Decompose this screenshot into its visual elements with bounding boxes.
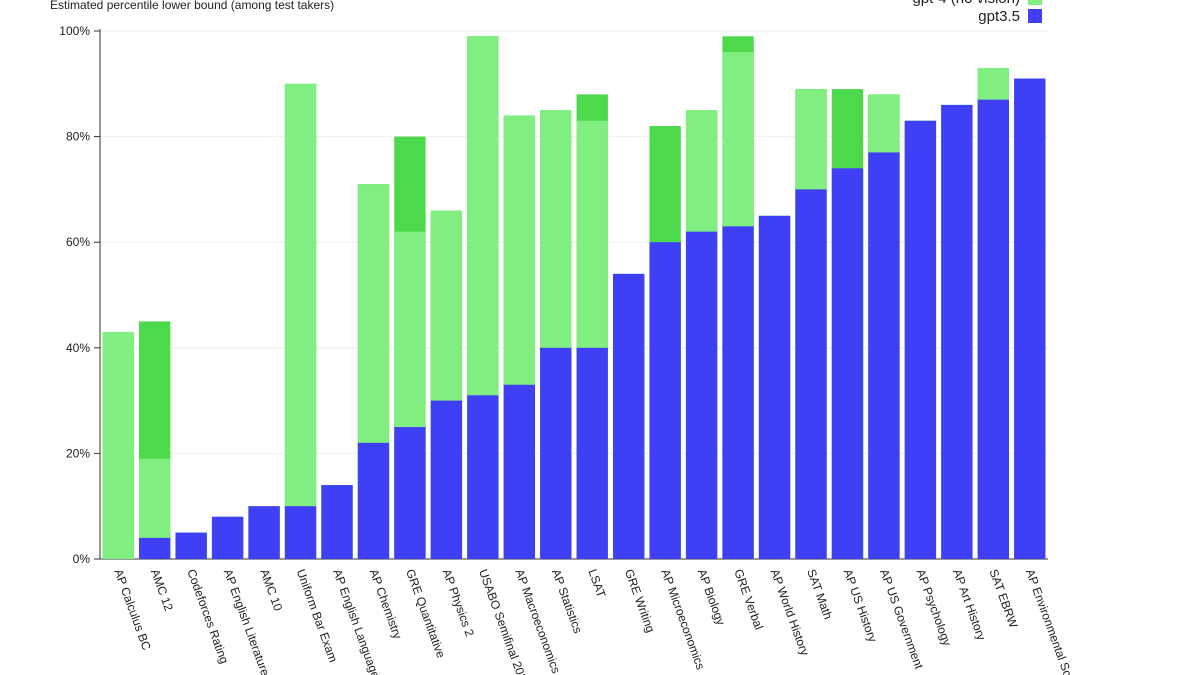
bar bbox=[284, 83, 317, 560]
bar bbox=[102, 331, 134, 559]
x-tick-label: AP Psychology bbox=[914, 567, 955, 647]
legend-swatch bbox=[1028, 0, 1042, 5]
bar bbox=[904, 120, 937, 559]
x-tick-label: GRE Writing bbox=[622, 567, 658, 634]
y-tick-label: 80% bbox=[66, 130, 90, 144]
bar bbox=[503, 384, 535, 559]
x-tick-label: AP Chemistry bbox=[367, 567, 405, 641]
bar bbox=[284, 506, 317, 559]
x-tick-label: LSAT bbox=[585, 567, 608, 600]
x-tick-label: AP Biology bbox=[695, 567, 728, 627]
bar bbox=[758, 215, 791, 560]
x-tick-label: Codeforces Rating bbox=[184, 567, 231, 665]
bar bbox=[613, 273, 645, 559]
bar bbox=[868, 152, 900, 559]
legend-label: gpt-4 (no vision) bbox=[912, 0, 1020, 7]
bar bbox=[467, 395, 499, 559]
bar bbox=[175, 532, 207, 559]
x-tick-label: Uniform Bar Exam bbox=[294, 567, 341, 664]
x-tick-label: AP US History bbox=[841, 567, 880, 644]
bar bbox=[722, 226, 754, 560]
bar bbox=[248, 506, 280, 559]
bar bbox=[394, 427, 426, 559]
y-tick-label: 20% bbox=[66, 446, 90, 460]
y-tick-label: 100% bbox=[59, 24, 90, 38]
y-tick-label: 0% bbox=[73, 552, 91, 566]
legend-label: gpt3.5 bbox=[978, 8, 1020, 25]
legend-swatch bbox=[1028, 9, 1042, 23]
x-tick-label: AP Statistics bbox=[549, 567, 585, 635]
x-tick-label: AP Calculus BC bbox=[111, 567, 153, 652]
bar bbox=[540, 347, 572, 559]
bar bbox=[649, 242, 681, 559]
y-tick-label: 40% bbox=[66, 341, 90, 355]
x-tick-label: AP Environmental Science bbox=[1023, 567, 1085, 675]
bar bbox=[576, 347, 608, 559]
y-tick-label: 60% bbox=[66, 235, 90, 249]
bar bbox=[211, 516, 244, 559]
bar bbox=[685, 231, 718, 559]
bar bbox=[795, 189, 827, 559]
x-tick-label: AMC 10 bbox=[257, 567, 285, 613]
x-tick-label: AP World History bbox=[768, 567, 812, 657]
x-tick-label: AMC 12 bbox=[148, 567, 176, 613]
x-tick-label: GRE Verbal bbox=[731, 567, 766, 631]
x-tick-label: AP Art History bbox=[950, 567, 989, 642]
bar bbox=[941, 104, 973, 560]
bar bbox=[139, 537, 171, 559]
bar bbox=[321, 485, 353, 559]
bar bbox=[430, 400, 463, 559]
x-tick-label: GRE Quantitative bbox=[403, 567, 448, 660]
x-tick-label: AP Physics 2 bbox=[440, 567, 477, 638]
bar bbox=[1014, 78, 1046, 560]
bar bbox=[357, 442, 390, 559]
bar bbox=[831, 168, 864, 559]
x-tick-label: SAT Math bbox=[804, 567, 835, 621]
y-axis-label: Estimated percentile lower bound (among … bbox=[50, 0, 334, 12]
x-tick-label: SAT EBRW bbox=[986, 567, 1020, 630]
bar bbox=[977, 99, 1009, 559]
